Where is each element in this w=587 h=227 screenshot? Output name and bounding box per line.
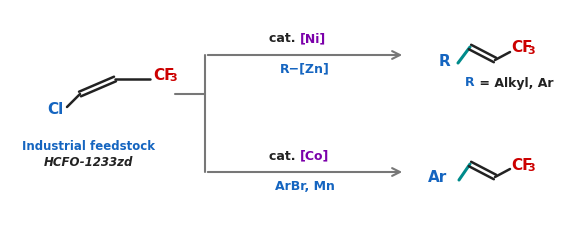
- Text: ArBr, Mn: ArBr, Mn: [275, 180, 335, 192]
- Text: R: R: [438, 54, 450, 69]
- Text: 3: 3: [527, 163, 535, 173]
- Text: [Co]: [Co]: [300, 150, 329, 163]
- Text: = Alkyl, Ar: = Alkyl, Ar: [475, 76, 554, 89]
- Text: R−[Zn]: R−[Zn]: [280, 62, 330, 76]
- Text: CF: CF: [511, 40, 532, 55]
- Text: Cl: Cl: [47, 101, 63, 116]
- Text: CF: CF: [153, 67, 174, 82]
- Text: 3: 3: [527, 46, 535, 56]
- Text: Ar: Ar: [428, 170, 447, 185]
- Text: CF: CF: [511, 158, 532, 173]
- Text: Industrial feedstock: Industrial feedstock: [22, 141, 154, 153]
- Text: 3: 3: [169, 73, 177, 83]
- Text: cat.: cat.: [269, 150, 300, 163]
- Text: HCFO-1233zd: HCFO-1233zd: [43, 155, 133, 168]
- Text: cat.: cat.: [269, 32, 300, 45]
- Text: R: R: [465, 76, 475, 89]
- Text: [Ni]: [Ni]: [300, 32, 326, 45]
